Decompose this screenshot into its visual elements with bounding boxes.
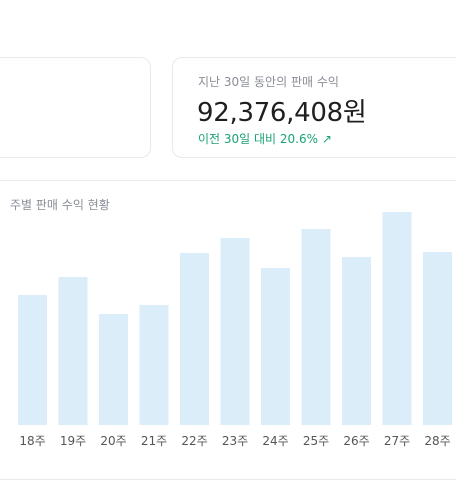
bar-19주[interactable] [58,277,88,425]
stat-card-value: 92,376,408원 [197,98,367,128]
bar-18주[interactable] [18,295,47,425]
bar-24주[interactable] [261,268,290,425]
bar-25주[interactable] [301,229,331,425]
x-tick-label: 24주 [262,434,288,448]
bar-21주[interactable] [139,305,169,425]
bar-22주[interactable] [180,253,209,425]
x-tick-label: 27주 [384,434,410,448]
x-tick-label: 22주 [181,434,207,448]
x-tick-label: 26주 [343,434,369,448]
x-tick-label: 28주 [424,434,450,448]
bar-23주[interactable] [220,238,250,425]
bar-27주[interactable] [382,212,412,425]
x-tick-label: 25주 [303,434,329,448]
stat-card-revenue: 지난 30일 동안의 판매 수익 92,376,408원 이전 30일 대비 2… [172,57,456,158]
x-tick-label: 20주 [100,434,126,448]
x-tick-label: 18주 [19,434,45,448]
stat-card-change: 이전 30일 대비 20.6% ↗ [198,132,332,146]
bar-20주[interactable] [99,314,128,425]
bar-28주[interactable] [423,252,452,425]
stat-card-label: 지난 30일 동안의 판매 수익 [198,75,339,89]
stat-card-left [0,57,151,158]
x-tick-label: 21주 [141,434,167,448]
x-tick-label: 23주 [222,434,248,448]
chart-title: 주별 판매 수익 현황 [10,198,110,212]
bar-26주[interactable] [342,257,371,425]
x-tick-label: 19주 [60,434,86,448]
